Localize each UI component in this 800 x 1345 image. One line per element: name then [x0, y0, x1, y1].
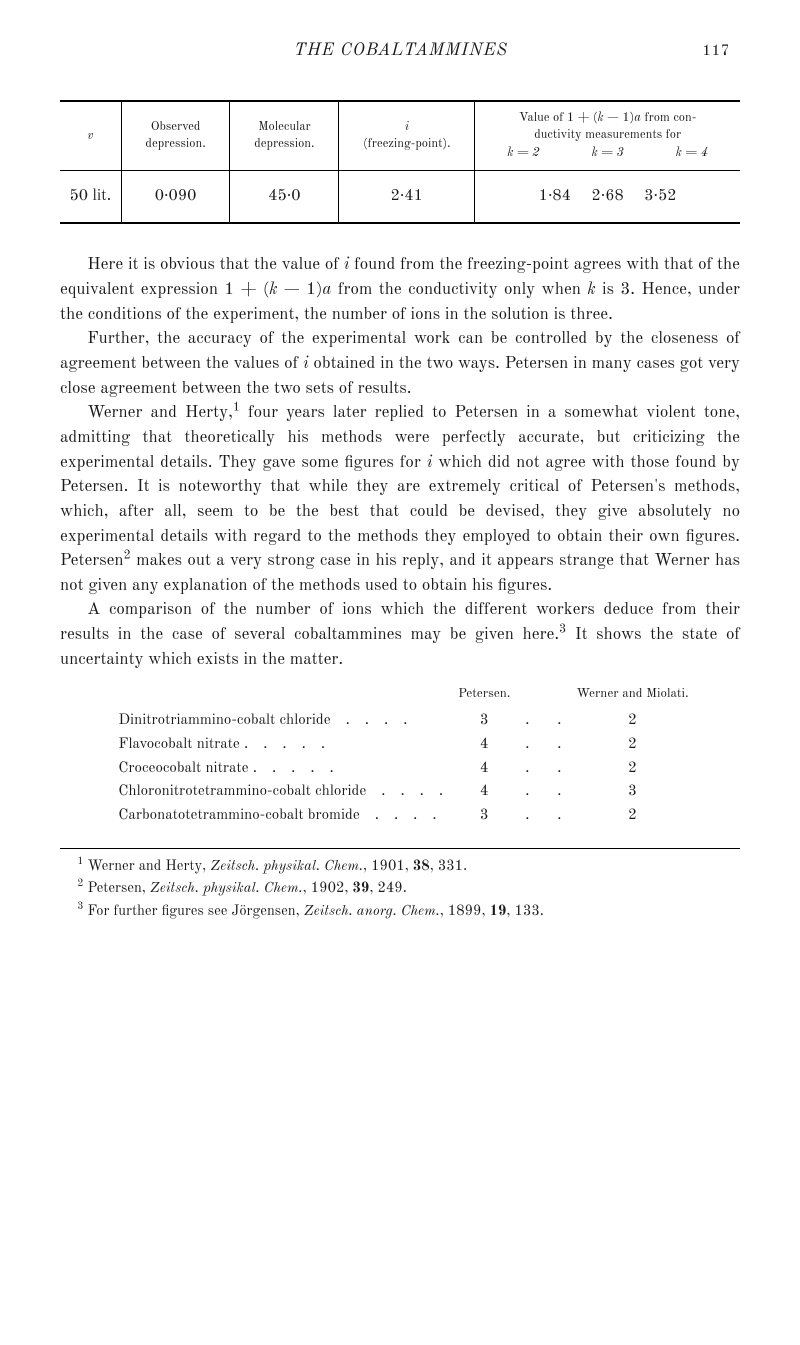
werner-value: 2	[575, 804, 689, 828]
table-header-row: v Observeddepression. Moleculardepressio…	[60, 101, 740, 171]
compound-name: Croceocobalt nitrate . . . . .	[110, 757, 457, 781]
cell-v: 50 lit.	[60, 171, 121, 224]
compound-name: Flavocobalt nitrate . . . . .	[110, 733, 457, 757]
werner-value: 2	[575, 733, 689, 757]
werner-value: 3	[575, 780, 689, 804]
page-number: 117	[702, 41, 730, 63]
werner-value: 2	[575, 757, 689, 781]
cell-frz: 2·41	[339, 171, 475, 224]
table-row: Dinitrotriammino-cobalt chloride . . . .…	[110, 709, 689, 733]
table-row: Carbonatotetrammino-cobalt bromide . . .…	[110, 804, 689, 828]
running-title: THE COBALTAMMINES	[70, 40, 702, 65]
comparison-header-row: Petersen. Werner and Miolati.	[110, 685, 689, 709]
paragraph-2: Further, the accuracy of the experimenta…	[60, 328, 740, 402]
cell-val: 1·84 2·68 3·52	[475, 171, 740, 224]
table-row: Chloronitrotetrammino-cobalt chloride . …	[110, 780, 689, 804]
header-petersen: Petersen.	[457, 685, 511, 709]
col-header-obs: Observeddepression.	[121, 101, 230, 171]
col-header-v: v	[60, 101, 121, 171]
paragraph-3: Werner and Herty,1 four years later repl…	[60, 402, 740, 599]
petersen-value: 4	[457, 733, 511, 757]
paragraph-1: Here it is obvious that the value of i f…	[60, 254, 740, 328]
footnotes: 1 Werner and Herty, Zeitsch. physikal. C…	[60, 848, 740, 922]
compound-name: Chloronitrotetrammino-cobalt chloride . …	[110, 780, 457, 804]
col-header-mol: Moleculardepression.	[230, 101, 339, 171]
footnote-3: 3 For further figures see Jörgensen, Zei…	[60, 902, 740, 922]
page-header: THE COBALTAMMINES 117	[60, 40, 740, 65]
footnote-2: 2 Petersen, Zeitsch. physikal. Chem., 19…	[60, 879, 740, 899]
cell-obs: 0·090	[121, 171, 230, 224]
petersen-value: 3	[457, 709, 511, 733]
table-row: 50 lit. 0·090 45·0 2·41 1·84 2·68 3·52	[60, 171, 740, 224]
header-werner: Werner and Miolati.	[575, 685, 689, 709]
table-row: Flavocobalt nitrate . . . . .4..2	[110, 733, 689, 757]
main-data-table: v Observeddepression. Moleculardepressio…	[60, 100, 740, 225]
compound-name: Dinitrotriammino-cobalt chloride . . . .	[110, 709, 457, 733]
compound-name: Carbonatotetrammino-cobalt bromide . . .…	[110, 804, 457, 828]
petersen-value: 3	[457, 804, 511, 828]
werner-value: 2	[575, 709, 689, 733]
cell-mol: 45·0	[230, 171, 339, 224]
comparison-table: Petersen. Werner and Miolati. Dinitrotri…	[110, 685, 689, 828]
footnote-1: 1 Werner and Herty, Zeitsch. physikal. C…	[60, 857, 740, 877]
table-row: Croceocobalt nitrate . . . . .4..2	[110, 757, 689, 781]
petersen-value: 4	[457, 757, 511, 781]
petersen-value: 4	[457, 780, 511, 804]
col-header-frz: i(freezing-point).	[339, 101, 475, 171]
paragraph-4: A comparison of the number of ions which…	[60, 599, 740, 673]
col-header-val: Value of 1 + (k − 1)a from con-ductivity…	[475, 101, 740, 171]
